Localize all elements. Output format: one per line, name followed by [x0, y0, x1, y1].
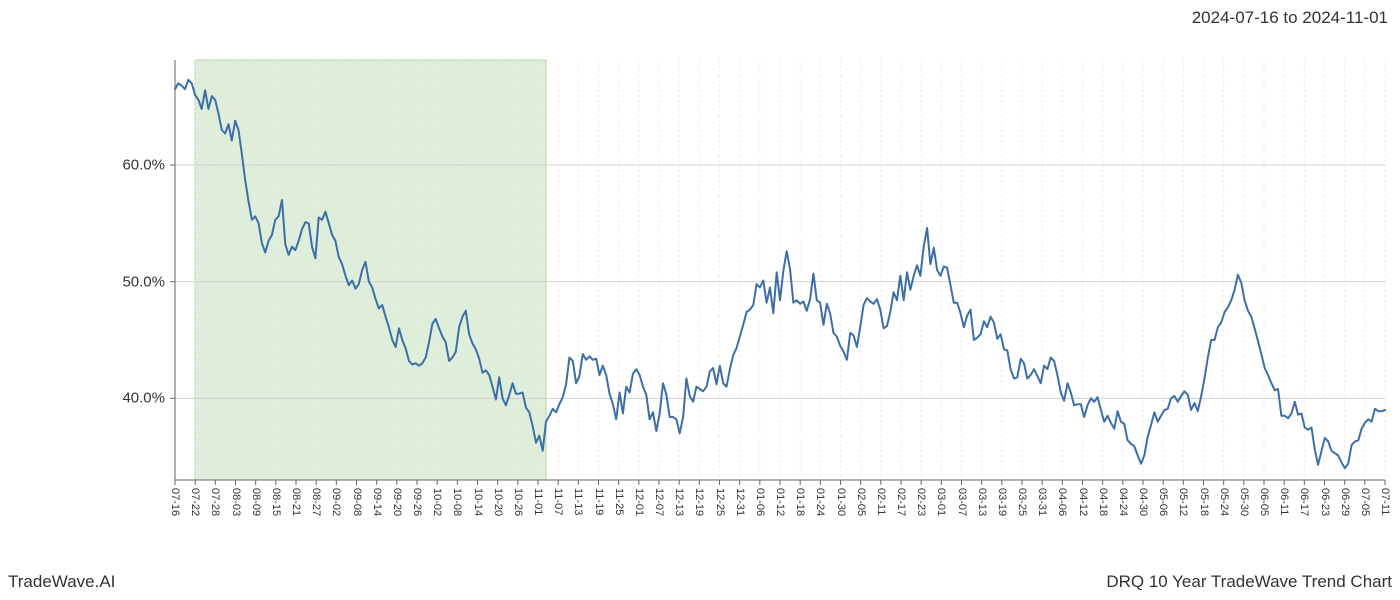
- x-tick-label: 10-02: [431, 488, 443, 516]
- x-tick-label: 05-12: [1177, 488, 1189, 516]
- x-tick-label: 12-31: [734, 488, 746, 516]
- x-tick-label: 10-14: [472, 488, 484, 516]
- x-tick-label: 11-13: [572, 488, 584, 515]
- x-tick-label: 03-13: [976, 488, 988, 516]
- x-tick-label: 02-23: [915, 488, 927, 516]
- x-tick-label: 09-08: [351, 488, 363, 516]
- x-tick-label: 12-07: [653, 488, 665, 516]
- x-tick-label: 12-01: [633, 488, 645, 516]
- chart-svg: [0, 40, 1400, 560]
- x-tick-label: 09-14: [371, 488, 383, 516]
- y-tick-label: 60.0%: [65, 157, 165, 174]
- x-tick-label: 03-19: [996, 488, 1008, 516]
- x-tick-label: 01-24: [814, 488, 826, 516]
- x-tick-label: 04-24: [1117, 488, 1129, 516]
- x-tick-label: 11-19: [593, 488, 605, 515]
- x-tick-label: 02-17: [895, 488, 907, 516]
- x-tick-label: 01-12: [774, 488, 786, 516]
- x-tick-label: 06-23: [1319, 488, 1331, 516]
- date-range-label: 2024-07-16 to 2024-11-01: [1192, 8, 1388, 28]
- x-tick-label: 08-09: [250, 488, 262, 516]
- x-tick-label: 09-20: [391, 488, 403, 516]
- x-tick-label: 12-25: [714, 488, 726, 516]
- x-tick-label: 07-11: [1379, 488, 1391, 515]
- x-tick-label: 02-11: [875, 488, 887, 515]
- x-tick-label: 02-05: [855, 488, 867, 516]
- x-tick-label: 03-31: [1036, 488, 1048, 516]
- x-tick-label: 08-03: [230, 488, 242, 516]
- x-tick-label: 09-26: [411, 488, 423, 516]
- x-tick-label: 11-01: [532, 488, 544, 515]
- y-tick-label: 40.0%: [65, 390, 165, 407]
- brand-label: TradeWave.AI: [8, 572, 115, 592]
- x-tick-label: 04-18: [1097, 488, 1109, 516]
- x-tick-label: 06-05: [1258, 488, 1270, 516]
- x-tick-label: 05-30: [1238, 488, 1250, 516]
- x-tick-label: 05-06: [1157, 488, 1169, 516]
- x-tick-label: 06-11: [1278, 488, 1290, 515]
- x-tick-label: 04-12: [1077, 488, 1089, 516]
- x-tick-label: 01-18: [794, 488, 806, 516]
- x-tick-label: 11-07: [552, 488, 564, 515]
- x-tick-label: 12-13: [673, 488, 685, 516]
- x-tick-label: 07-16: [169, 488, 181, 516]
- x-tick-label: 10-26: [512, 488, 524, 516]
- x-tick-label: 07-22: [189, 488, 201, 516]
- x-tick-label: 12-19: [693, 488, 705, 516]
- x-tick-label: 03-01: [935, 488, 947, 516]
- x-tick-label: 08-15: [270, 488, 282, 516]
- x-tick-label: 03-07: [956, 488, 968, 516]
- x-tick-label: 06-29: [1339, 488, 1351, 516]
- x-tick-label: 07-28: [209, 488, 221, 516]
- x-tick-label: 07-05: [1359, 488, 1371, 516]
- x-tick-label: 03-25: [1016, 488, 1028, 516]
- x-tick-label: 11-25: [613, 488, 625, 515]
- x-tick-label: 08-21: [290, 488, 302, 516]
- chart-title: DRQ 10 Year TradeWave Trend Chart: [1106, 572, 1392, 592]
- x-tick-label: 01-06: [754, 488, 766, 516]
- x-tick-label: 10-08: [451, 488, 463, 516]
- x-tick-label: 04-06: [1056, 488, 1068, 516]
- x-tick-label: 04-30: [1137, 488, 1149, 516]
- x-tick-label: 01-30: [835, 488, 847, 516]
- x-tick-label: 09-02: [330, 488, 342, 516]
- y-tick-label: 50.0%: [65, 273, 165, 290]
- trend-chart: 40.0% 50.0% 60.0% 07-16 07-22 07-28 08-03 08-0…: [0, 40, 1400, 560]
- x-tick-label: 08-27: [310, 488, 322, 516]
- x-tick-label: 06-17: [1298, 488, 1310, 516]
- x-tick-label: 05-24: [1218, 488, 1230, 516]
- x-tick-label: 05-18: [1198, 488, 1210, 516]
- x-tick-label: 10-20: [492, 488, 504, 516]
